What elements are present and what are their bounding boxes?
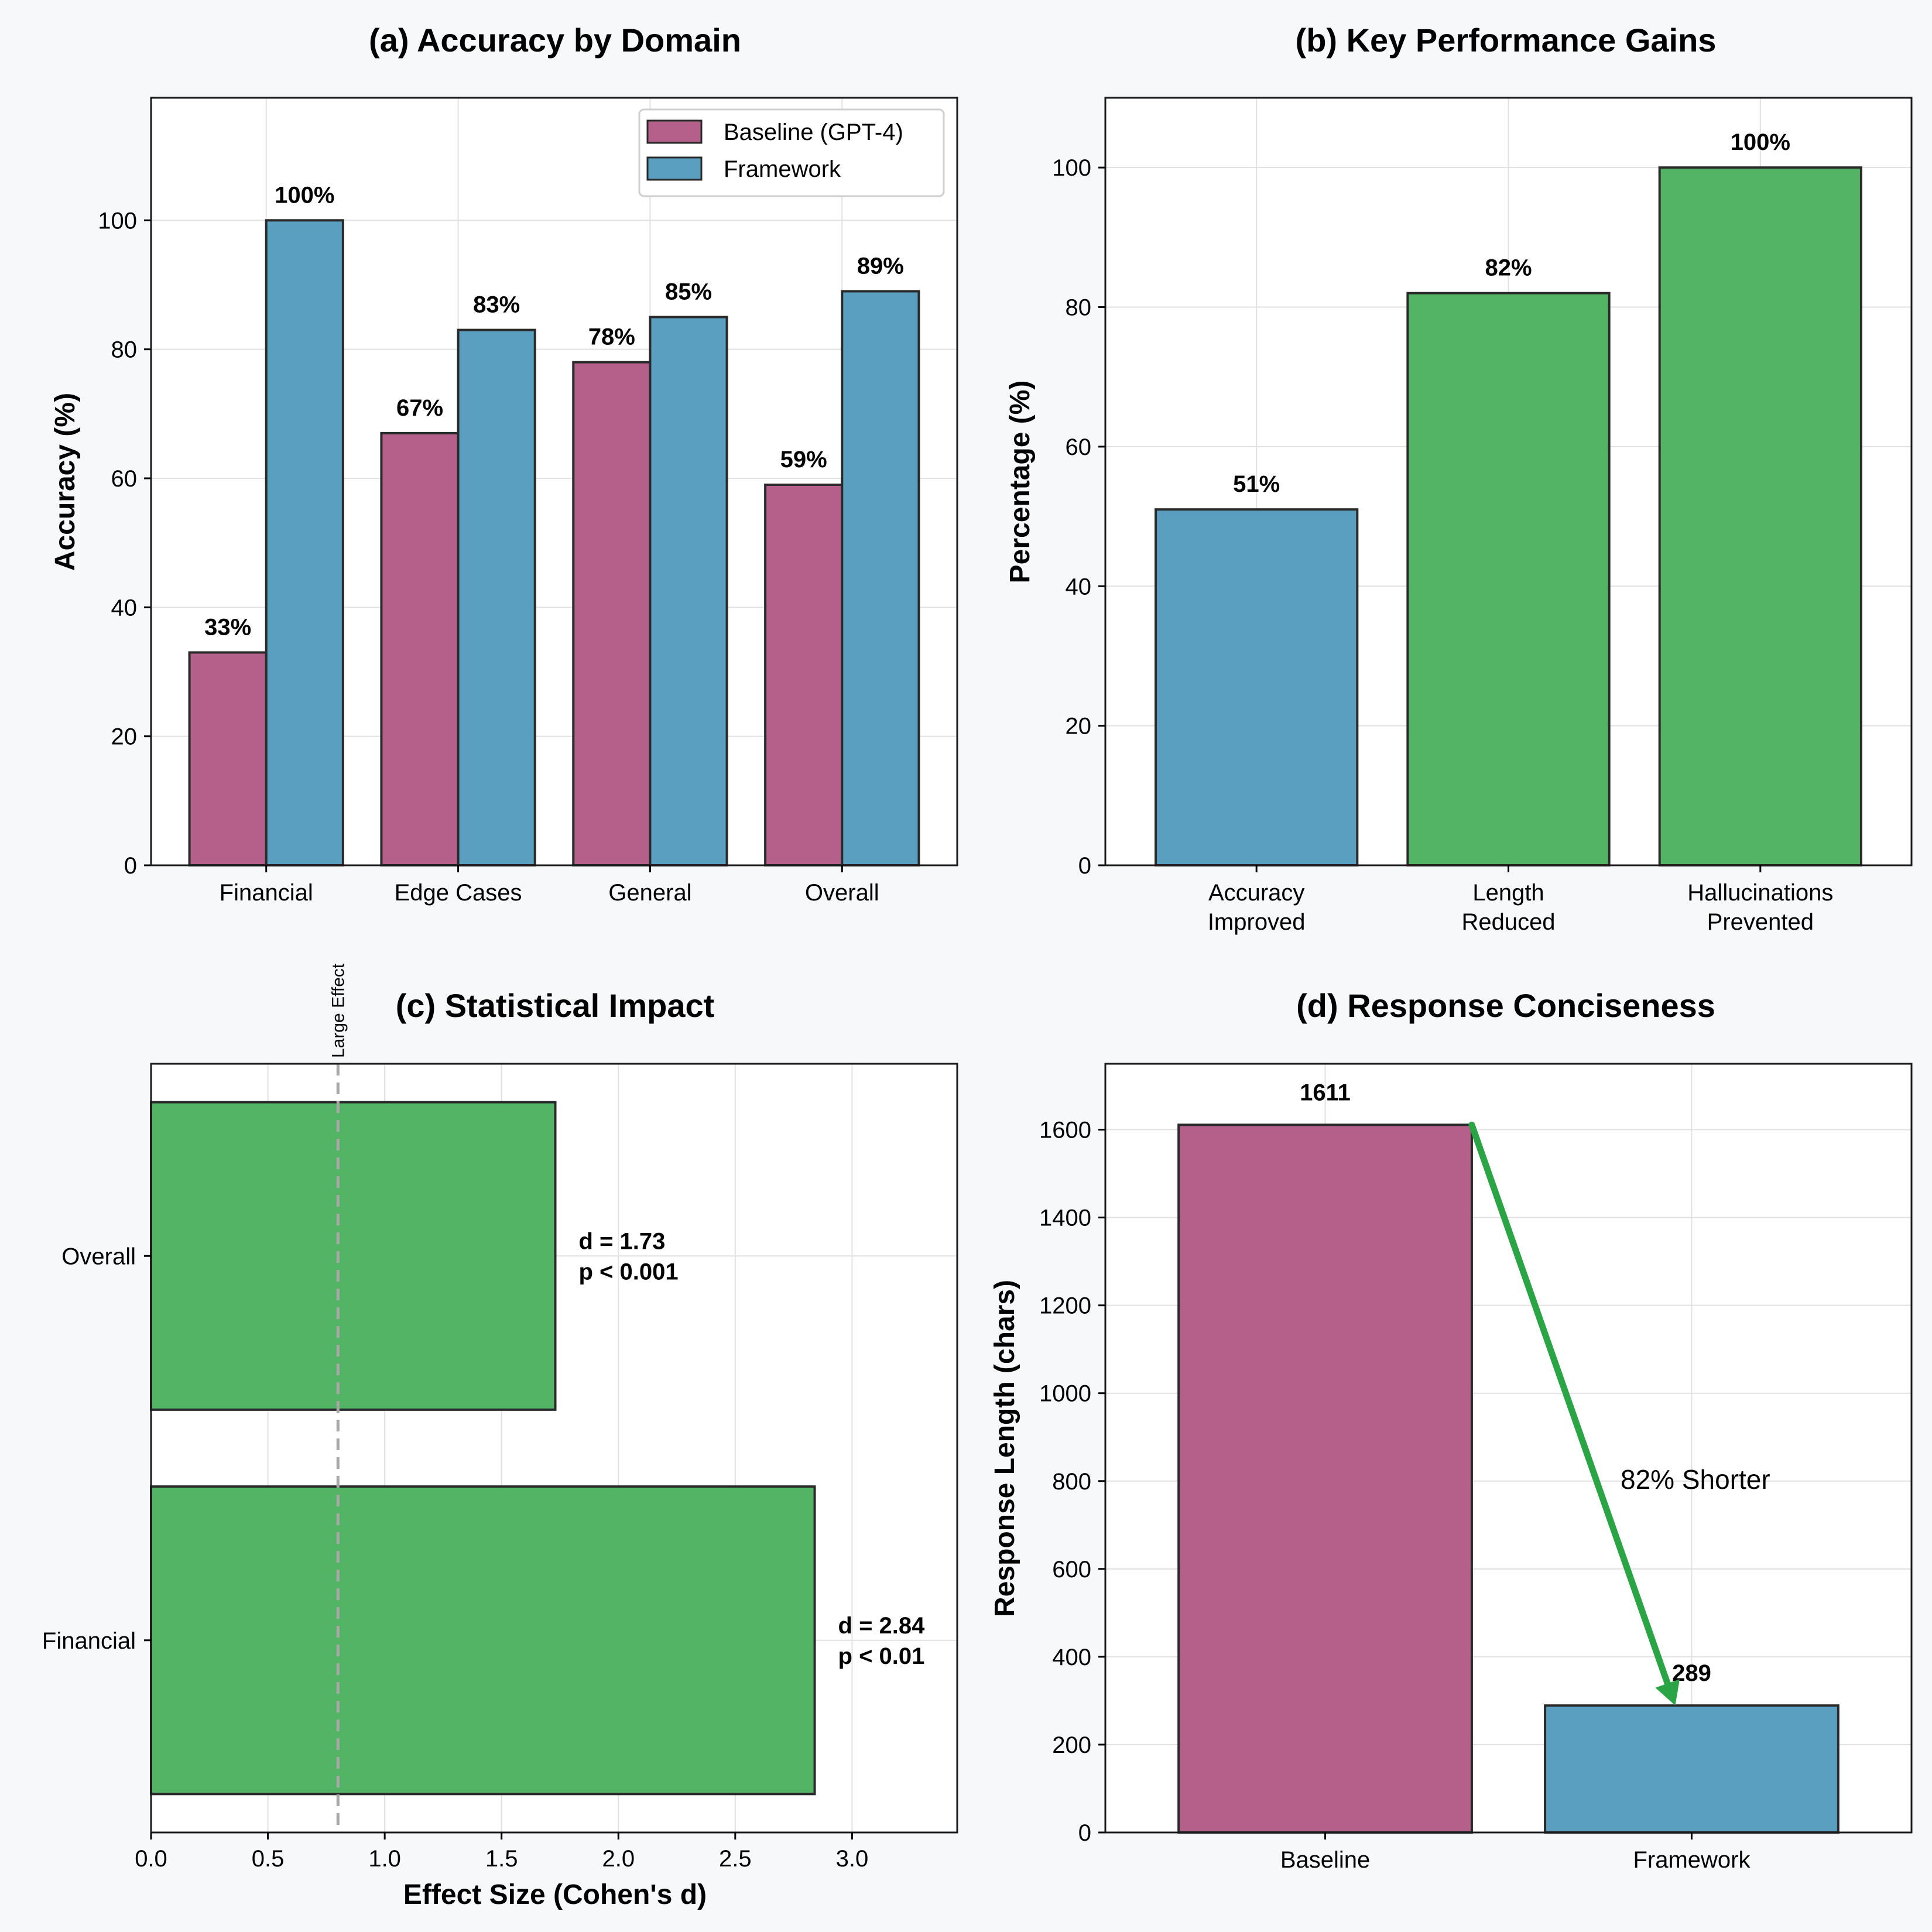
panel-d-ytick-label: 600: [1052, 1557, 1091, 1582]
panel-a-legend-label: Framework: [724, 156, 841, 182]
panel-d-ytick-label: 800: [1052, 1469, 1091, 1495]
panel-c-xlabel: Effect Size (Cohen's d): [403, 1879, 707, 1910]
panel-d-ytick-label: 1400: [1039, 1205, 1091, 1231]
panel-c-reference-label: Large Effect: [328, 963, 348, 1058]
panel-a-bar-baseline: [572, 361, 652, 866]
panel-a-ytick-label: 100: [98, 208, 137, 234]
panel-b-xtick-label: Length: [1472, 880, 1544, 906]
panel-c-title: (c) Statistical Impact: [396, 987, 715, 1024]
panel-a-data-label: 89%: [857, 254, 904, 279]
panel-d-arrow-head: [1655, 1679, 1680, 1706]
panel-b-ylabel: Percentage (%): [1005, 381, 1036, 584]
panel-d-bar: [1177, 1123, 1473, 1834]
panel-d-xtick-label: Baseline: [1280, 1847, 1370, 1873]
panel-c-xtick-label: 2.5: [719, 1846, 752, 1872]
panel-b-bar: [1658, 166, 1862, 867]
panel-a-xtick-label: Edge Cases: [395, 880, 522, 906]
panel-c-xtick-label: 0.5: [252, 1846, 285, 1872]
panel-a-ytick-label: 60: [111, 466, 138, 492]
panel-c-bar: [150, 1485, 816, 1796]
panel-b-ytick-label: 100: [1052, 155, 1091, 181]
panel-c-bar: [150, 1101, 557, 1411]
panel-c-ytick-label: Overall: [61, 1244, 136, 1269]
panel-c-statistical-impact: d = 2.84 p < 0.01 d = 1.73 p < 0.001 Large E…: [42, 963, 958, 1872]
panel-a-data-label: 85%: [665, 279, 712, 305]
panel-b-xtick-label: Hallucinations: [1687, 880, 1833, 906]
panel-a-title: (a) Accuracy by Domain: [369, 22, 741, 59]
panel-d-ytick-label: 1600: [1039, 1118, 1091, 1143]
panel-a-data-label: 59%: [780, 447, 827, 472]
panel-c-effect-annotation: d = 1.73: [578, 1228, 665, 1254]
panel-c-xtick-label: 1.0: [368, 1846, 401, 1872]
panel-c-frame: [150, 1063, 958, 1834]
panel-b-xtick-label: Improved: [1208, 909, 1306, 935]
panel-a-bar-baseline: [764, 484, 844, 866]
panel-a-xtick-label: Financial: [220, 880, 313, 906]
panel-a-legend: Baseline (GPT-4) Framework: [638, 108, 945, 197]
panel-b-data-label: 82%: [1485, 255, 1532, 281]
panel-a-legend-label: Baseline (GPT-4): [724, 119, 903, 145]
panel-d-arrow-shaft: [1468, 1121, 1671, 1687]
panel-d-frame: [1104, 1063, 1913, 1834]
panel-b-title: (b) Key Performance Gains: [1296, 22, 1717, 59]
panel-b-ytick-label: 0: [1078, 853, 1091, 879]
panel-b-data-label: 100%: [1731, 129, 1790, 155]
panel-d-ytick-label: 400: [1052, 1645, 1091, 1670]
panel-d-ylabel: Response Length (chars): [989, 1280, 1020, 1617]
panel-c-xtick-label: 3.0: [836, 1846, 869, 1872]
panel-d-xtick-label: Framework: [1633, 1847, 1751, 1873]
panel-a-bar-framework: [457, 328, 536, 866]
panel-d-bar: [1544, 1704, 1839, 1834]
panel-c-pvalue-annotation: p < 0.01: [838, 1643, 925, 1669]
panel-a-data-label: 100%: [275, 182, 334, 208]
panel-b-xtick-label: Reduced: [1461, 909, 1555, 935]
panel-a-xtick-label: Overall: [805, 880, 879, 906]
panel-a-ytick-label: 40: [111, 595, 138, 621]
panel-c-xtick-label: 0.0: [135, 1846, 167, 1872]
panel-b-ytick-label: 80: [1066, 295, 1092, 321]
panel-a-bar-framework: [649, 316, 728, 866]
panel-b-xtick-label: Prevented: [1707, 909, 1814, 935]
panel-d-response-conciseness: 02004006008001000120014001600161128982% …: [1039, 1063, 1913, 1873]
panel-d-data-label: 1611: [1300, 1080, 1351, 1105]
panel-b-ytick-label: 20: [1066, 714, 1092, 739]
panel-b-ytick-label: 60: [1066, 434, 1092, 460]
panel-c-xtick-label: 2.0: [602, 1846, 635, 1872]
panel-a-data-label: 67%: [396, 395, 443, 421]
panel-a-ytick-label: 0: [124, 853, 137, 879]
panel-b-key-performance-gains: 0 20 40 60 80 100 51% 82% 100% Accuracy Improved Le…: [1052, 97, 1913, 935]
panel-b-bar: [1406, 292, 1611, 866]
panel-a-bar-framework: [841, 290, 920, 866]
panel-a-legend-swatch: [646, 119, 703, 144]
panel-d-ytick-label: 0: [1078, 1820, 1091, 1846]
panel-d-ytick-label: 200: [1052, 1732, 1091, 1758]
panel-a-ytick-label: 20: [111, 724, 138, 750]
panel-b-ytick-label: 40: [1066, 574, 1092, 600]
panel-c-ytick-label: Financial: [42, 1628, 136, 1654]
panel-c-pvalue-annotation: p < 0.001: [578, 1259, 678, 1284]
panel-c-xtick-label: 1.5: [485, 1846, 518, 1872]
panel-a-data-label: 83%: [473, 292, 520, 318]
panel-b-xtick-label: Accuracy: [1208, 880, 1305, 906]
panel-d-ytick-label: 1000: [1039, 1381, 1091, 1407]
panel-b-data-label: 51%: [1233, 471, 1280, 497]
panel-c-effect-annotation: d = 2.84: [838, 1613, 926, 1639]
panel-a-legend-box: [638, 108, 945, 197]
panel-a-accuracy-by-domain: 0 20 40 60 80 100 33% 67% 78% 59% 100% 83% 85% 89% Fin…: [98, 97, 958, 906]
panel-a-frame: [150, 97, 958, 866]
panel-a-legend-swatch: [646, 156, 703, 181]
panel-a-data-label: 33%: [204, 614, 251, 640]
panel-d-title: (d) Response Conciseness: [1296, 987, 1715, 1024]
panel-a-bar-framework: [265, 219, 344, 866]
panel-a-ylabel: Accuracy (%): [50, 393, 81, 571]
panel-a-ytick-label: 80: [111, 337, 138, 363]
panel-a-bar-baseline: [188, 651, 268, 867]
panel-d-ytick-label: 1200: [1039, 1293, 1091, 1319]
panel-a-bar-baseline: [380, 431, 460, 866]
panel-d-arrow-label: 82% Shorter: [1621, 1464, 1770, 1495]
panel-b-bar: [1155, 508, 1359, 866]
panel-a-data-label: 78%: [588, 324, 635, 350]
panel-a-xtick-label: General: [608, 880, 691, 906]
